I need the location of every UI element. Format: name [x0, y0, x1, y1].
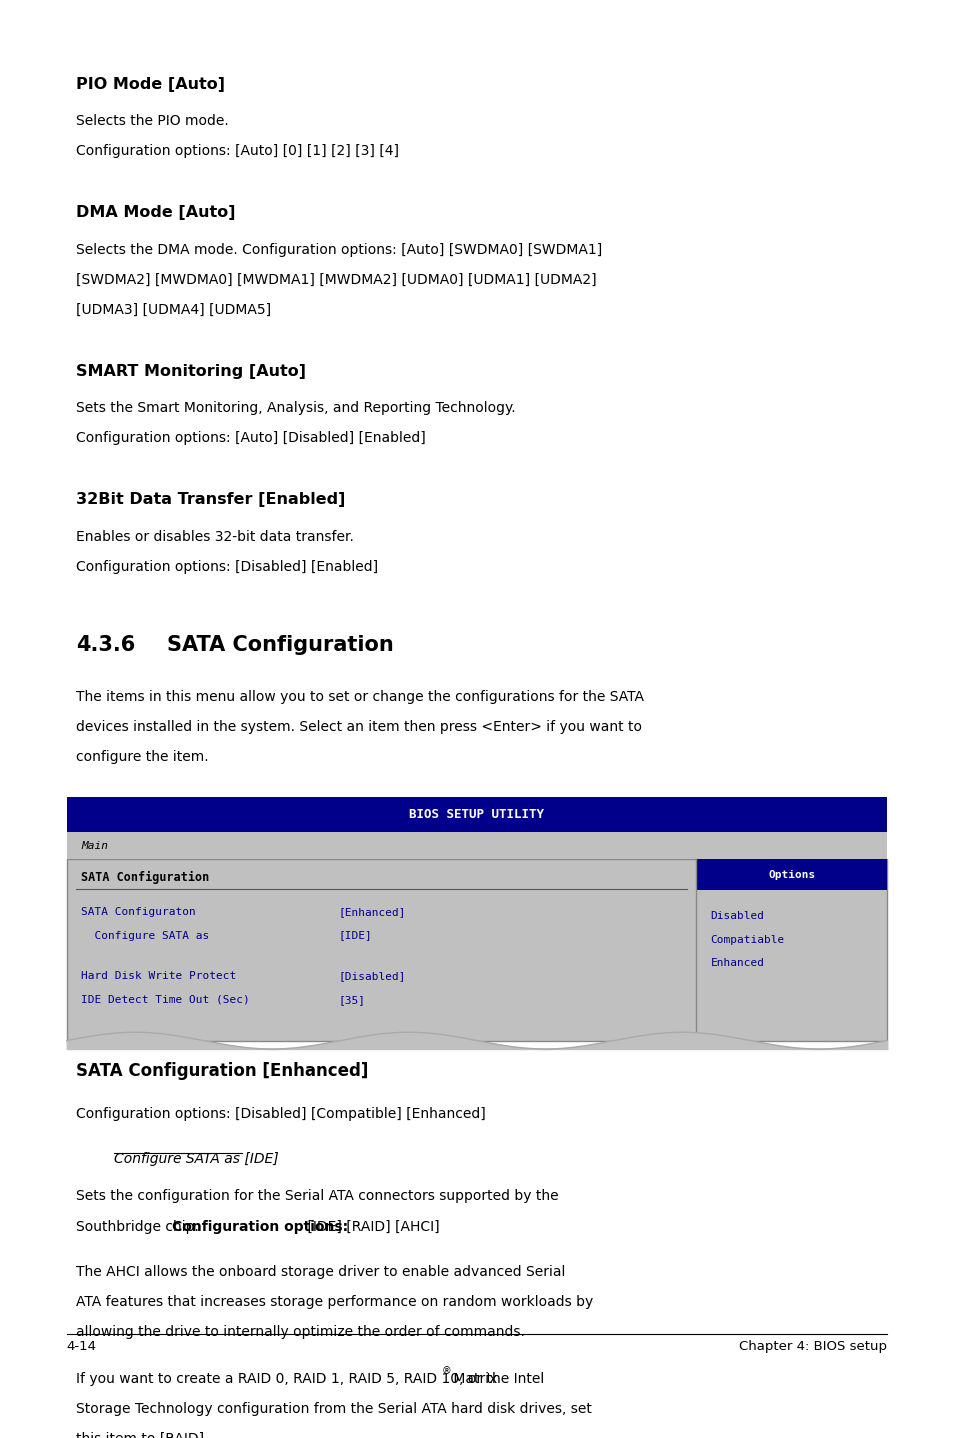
Text: Storage Technology configuration from the Serial ATA hard disk drives, set: Storage Technology configuration from th…: [76, 1402, 592, 1416]
Text: Options: Options: [767, 870, 815, 880]
Text: [Disabled]: [Disabled]: [338, 971, 406, 981]
Text: The items in this menu allow you to set or change the configurations for the SAT: The items in this menu allow you to set …: [76, 690, 643, 703]
Text: 4-14: 4-14: [67, 1340, 96, 1353]
Text: [UDMA3] [UDMA4] [UDMA5]: [UDMA3] [UDMA4] [UDMA5]: [76, 303, 272, 316]
Text: SATA Configuration: SATA Configuration: [167, 634, 394, 654]
Text: Disabled: Disabled: [710, 912, 764, 920]
Text: Configuration options:: Configuration options:: [172, 1219, 348, 1234]
Text: this item to [RAID].: this item to [RAID].: [76, 1432, 209, 1438]
Text: ATA features that increases storage performance on random workloads by: ATA features that increases storage perf…: [76, 1294, 593, 1309]
Text: configure the item.: configure the item.: [76, 751, 209, 764]
Text: Configure SATA as [IDE]: Configure SATA as [IDE]: [114, 1152, 279, 1166]
Text: Southbridge chip.: Southbridge chip.: [76, 1219, 203, 1234]
FancyBboxPatch shape: [67, 797, 886, 831]
Text: Configure SATA as: Configure SATA as: [81, 930, 209, 940]
Text: Hard Disk Write Protect: Hard Disk Write Protect: [81, 971, 236, 981]
Text: If you want to create a RAID 0, RAID 1, RAID 5, RAID 10, or the Intel: If you want to create a RAID 0, RAID 1, …: [76, 1372, 544, 1386]
Text: SATA Configuration: SATA Configuration: [81, 870, 209, 884]
Text: Enhanced: Enhanced: [710, 958, 764, 968]
Text: Configuration options: [Disabled] [Compatible] [Enhanced]: Configuration options: [Disabled] [Compa…: [76, 1107, 486, 1120]
Text: Matrix: Matrix: [449, 1372, 497, 1386]
Text: DMA Mode [Auto]: DMA Mode [Auto]: [76, 206, 235, 220]
Text: Chapter 4: BIOS setup: Chapter 4: BIOS setup: [739, 1340, 886, 1353]
Text: ®: ®: [441, 1366, 451, 1376]
Text: SMART Monitoring [Auto]: SMART Monitoring [Auto]: [76, 364, 306, 378]
Text: PIO Mode [Auto]: PIO Mode [Auto]: [76, 76, 225, 92]
Text: [Enhanced]: [Enhanced]: [338, 907, 406, 917]
Text: Selects the DMA mode. Configuration options: [Auto] [SWDMA0] [SWDMA1]: Selects the DMA mode. Configuration opti…: [76, 243, 602, 257]
Text: [IDE]: [IDE]: [338, 930, 372, 940]
Text: SATA Configuraton: SATA Configuraton: [81, 907, 195, 917]
Text: SATA Configuration [Enhanced]: SATA Configuration [Enhanced]: [76, 1061, 368, 1080]
FancyBboxPatch shape: [696, 860, 886, 890]
Text: The AHCI allows the onboard storage driver to enable advanced Serial: The AHCI allows the onboard storage driv…: [76, 1264, 565, 1278]
Text: [IDE] [RAID] [AHCI]: [IDE] [RAID] [AHCI]: [302, 1219, 439, 1234]
Text: Sets the configuration for the Serial ATA connectors supported by the: Sets the configuration for the Serial AT…: [76, 1189, 558, 1204]
FancyBboxPatch shape: [67, 831, 886, 860]
Text: BIOS SETUP UTILITY: BIOS SETUP UTILITY: [409, 808, 544, 821]
Text: [SWDMA2] [MWDMA0] [MWDMA1] [MWDMA2] [UDMA0] [UDMA1] [UDMA2]: [SWDMA2] [MWDMA0] [MWDMA1] [MWDMA2] [UDM…: [76, 273, 597, 286]
Text: Main: Main: [81, 841, 108, 850]
Text: 4.3.6: 4.3.6: [76, 634, 135, 654]
Text: Compatiable: Compatiable: [710, 935, 784, 945]
Text: Enables or disables 32-bit data transfer.: Enables or disables 32-bit data transfer…: [76, 529, 354, 544]
Text: 32Bit Data Transfer [Enabled]: 32Bit Data Transfer [Enabled]: [76, 492, 345, 508]
Text: Selects the PIO mode.: Selects the PIO mode.: [76, 114, 229, 128]
Text: allowing the drive to internally optimize the order of commands.: allowing the drive to internally optimiz…: [76, 1324, 525, 1339]
Text: [35]: [35]: [338, 995, 365, 1005]
Text: Configuration options: [Disabled] [Enabled]: Configuration options: [Disabled] [Enabl…: [76, 559, 378, 574]
Text: devices installed in the system. Select an item then press <Enter> if you want t: devices installed in the system. Select …: [76, 720, 641, 733]
FancyBboxPatch shape: [67, 860, 886, 1041]
Text: Configuration options: [Auto] [0] [1] [2] [3] [4]: Configuration options: [Auto] [0] [1] [2…: [76, 144, 399, 158]
Text: Sets the Smart Monitoring, Analysis, and Reporting Technology.: Sets the Smart Monitoring, Analysis, and…: [76, 401, 516, 416]
Text: Configuration options: [Auto] [Disabled] [Enabled]: Configuration options: [Auto] [Disabled]…: [76, 431, 426, 446]
Text: IDE Detect Time Out (Sec): IDE Detect Time Out (Sec): [81, 995, 250, 1005]
